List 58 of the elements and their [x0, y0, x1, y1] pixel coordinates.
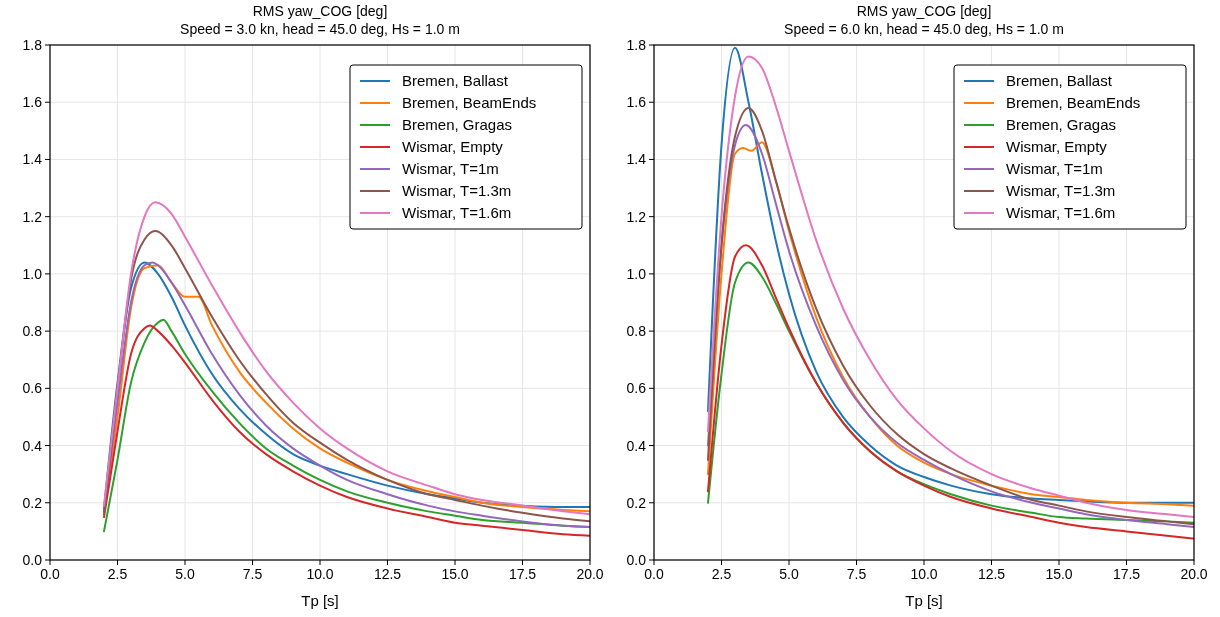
x-tick-label: 2.5 — [711, 566, 732, 582]
x-tick-label: 17.5 — [1112, 566, 1141, 582]
y-tick-label: 0.4 — [626, 437, 647, 454]
legend-label: Bremen, BeamEnds — [402, 94, 537, 111]
y-tick-label: 0.4 — [22, 437, 43, 454]
y-tick-label: 1.6 — [626, 94, 647, 111]
chart-title: RMS yaw_COG [deg] — [252, 3, 388, 19]
x-tick-label: 20.0 — [1180, 566, 1208, 582]
legend-label: Bremen, BeamEnds — [1006, 94, 1141, 111]
y-tick-label: 1.0 — [22, 265, 43, 282]
x-tick-label: 7.5 — [242, 566, 263, 582]
legend-label: Wismar, T=1.6m — [1006, 204, 1116, 221]
legend-label: Wismar, Empty — [402, 138, 504, 155]
x-tick-label: 2.5 — [107, 566, 128, 582]
legend-label: Bremen, Gragas — [1006, 116, 1117, 133]
y-tick-label: 0.6 — [22, 380, 43, 397]
y-tick-label: 0.0 — [626, 552, 647, 568]
chart-title: RMS yaw_COG [deg] — [856, 3, 992, 19]
legend-label: Bremen, Ballast — [402, 72, 509, 89]
y-tick-label: 1.2 — [22, 208, 43, 225]
y-tick-label: 0.6 — [626, 380, 647, 397]
y-tick-label: 1.6 — [22, 94, 43, 111]
y-tick-label: 0.8 — [22, 323, 43, 340]
x-axis-title: Tp [s] — [301, 592, 339, 609]
y-tick-label: 1.4 — [22, 151, 43, 168]
legend-label: Wismar, T=1.6m — [402, 204, 512, 221]
chart-subtitle: Speed = 3.0 kn, head = 45.0 deg, Hs = 1.0 m — [180, 21, 460, 37]
y-tick-label: 1.8 — [22, 37, 43, 53]
y-tick-label: 0.2 — [626, 494, 647, 511]
x-tick-label: 10.0 — [910, 566, 938, 582]
legend-label: Wismar, T=1m — [1006, 160, 1103, 177]
y-tick-label: 0.0 — [22, 552, 43, 568]
x-tick-label: 12.5 — [373, 566, 402, 582]
y-tick-label: 0.8 — [626, 323, 647, 340]
x-tick-label: 15.0 — [1045, 566, 1073, 582]
legend-label: Wismar, Empty — [1006, 138, 1108, 155]
x-tick-label: 15.0 — [441, 566, 469, 582]
y-tick-label: 0.2 — [22, 494, 43, 511]
legend-label: Wismar, T=1m — [402, 160, 499, 177]
x-tick-label: 12.5 — [977, 566, 1006, 582]
x-axis-title: Tp [s] — [905, 592, 943, 609]
x-tick-label: 10.0 — [306, 566, 334, 582]
legend-label: Bremen, Gragas — [402, 116, 513, 133]
x-tick-label: 5.0 — [175, 566, 195, 582]
x-tick-label: 7.5 — [846, 566, 867, 582]
y-tick-label: 1.0 — [626, 265, 647, 282]
legend-label: Bremen, Ballast — [1006, 72, 1113, 89]
x-tick-label: 20.0 — [576, 566, 604, 582]
chart-subtitle: Speed = 6.0 kn, head = 45.0 deg, Hs = 1.0 m — [784, 21, 1064, 37]
y-tick-label: 1.8 — [626, 37, 647, 53]
x-tick-label: 17.5 — [508, 566, 537, 582]
x-tick-label: 0.0 — [644, 566, 664, 582]
legend-label: Wismar, T=1.3m — [1006, 182, 1116, 199]
x-tick-label: 5.0 — [779, 566, 799, 582]
y-tick-label: 1.4 — [626, 151, 647, 168]
legend-label: Wismar, T=1.3m — [402, 182, 512, 199]
x-tick-label: 0.0 — [40, 566, 60, 582]
y-tick-label: 1.2 — [626, 208, 647, 225]
